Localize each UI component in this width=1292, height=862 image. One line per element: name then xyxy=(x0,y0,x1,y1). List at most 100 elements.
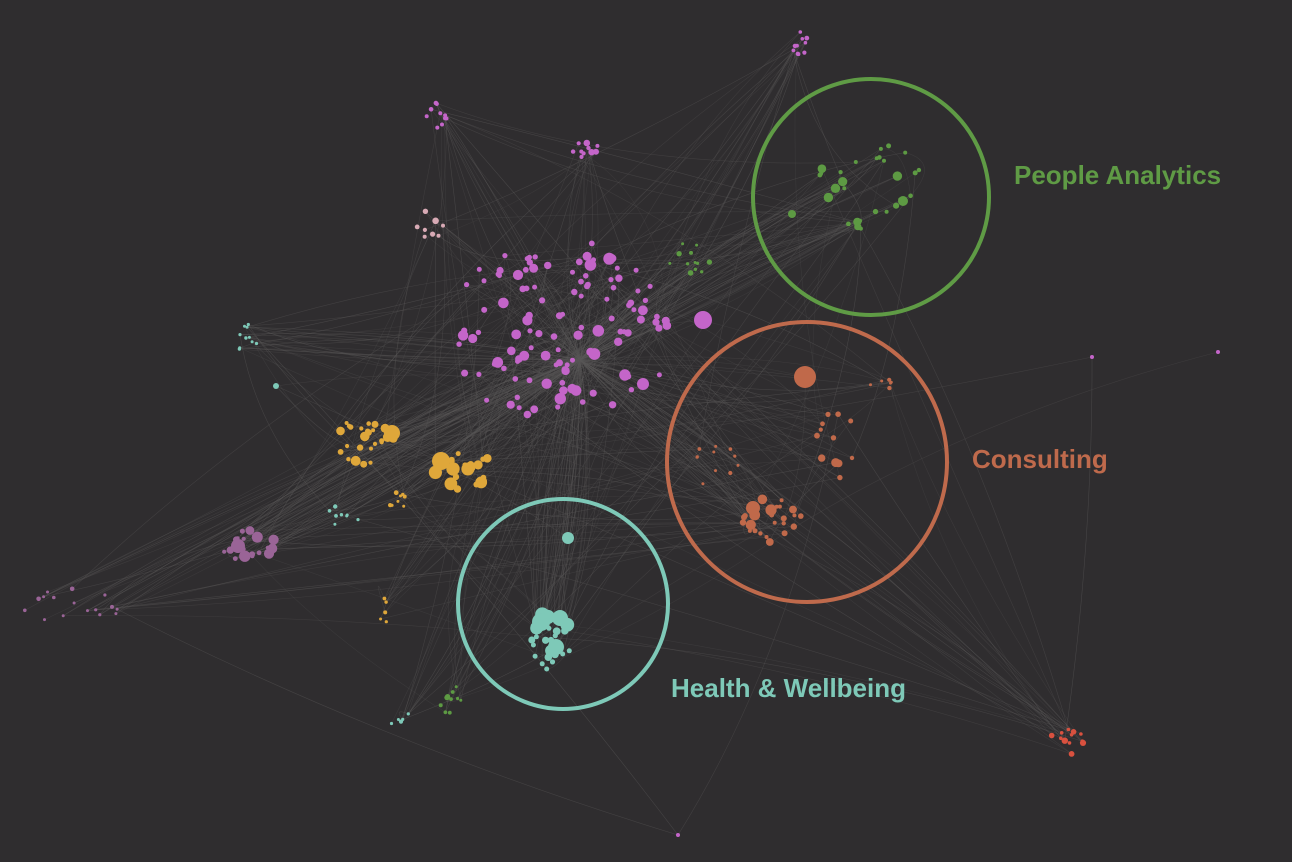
network-edge xyxy=(368,423,557,648)
network-node xyxy=(579,154,584,159)
network-node xyxy=(779,498,784,503)
network-node xyxy=(238,333,242,337)
network-edge xyxy=(554,330,599,636)
network-node xyxy=(522,315,533,326)
network-edge xyxy=(249,302,504,344)
network-node xyxy=(273,383,279,389)
network-node xyxy=(655,324,663,332)
network-node xyxy=(344,421,349,425)
network-node xyxy=(817,164,827,173)
network-edge xyxy=(447,305,630,697)
network-edge xyxy=(579,359,1072,755)
network-edge xyxy=(504,255,566,370)
network-node xyxy=(588,240,595,247)
network-edge xyxy=(579,359,834,439)
network-node xyxy=(532,653,538,659)
network-node xyxy=(830,435,837,441)
network-edge xyxy=(784,351,1219,534)
network-edge xyxy=(275,385,1069,730)
network-edge xyxy=(579,319,704,361)
network-edge xyxy=(224,359,581,552)
network-edge xyxy=(682,50,794,244)
network-node xyxy=(369,446,373,451)
network-node xyxy=(468,333,478,344)
network-node xyxy=(802,50,807,55)
network-node xyxy=(1067,741,1072,745)
network-edge xyxy=(335,220,436,516)
network-node xyxy=(617,328,624,335)
network-edge xyxy=(444,118,859,223)
network-edge xyxy=(249,495,782,531)
network-edge xyxy=(384,383,642,613)
network-edge xyxy=(385,359,581,603)
network-node xyxy=(1080,739,1085,743)
network-edge xyxy=(627,376,841,478)
network-node xyxy=(1216,350,1220,354)
network-node xyxy=(379,438,385,444)
network-edge xyxy=(610,279,1083,742)
network-node xyxy=(231,539,245,553)
network-node xyxy=(642,297,649,304)
network-edge xyxy=(567,389,632,539)
network-node xyxy=(796,52,801,56)
network-node xyxy=(540,350,551,361)
network-edge xyxy=(582,401,739,466)
network-edge xyxy=(579,359,836,463)
network-node xyxy=(443,113,448,118)
network-edge xyxy=(63,615,537,638)
network-node xyxy=(544,261,552,270)
network-node xyxy=(526,377,533,384)
network-node xyxy=(440,122,444,127)
network-node xyxy=(576,141,581,146)
network-edge xyxy=(464,457,822,470)
node-layer xyxy=(23,30,1220,837)
network-edge xyxy=(435,220,581,361)
network-node xyxy=(450,690,455,694)
network-edge xyxy=(397,359,581,502)
network-node xyxy=(561,366,569,374)
network-edge xyxy=(451,359,581,462)
network-node xyxy=(475,329,482,336)
network-edge xyxy=(256,274,519,344)
network-edge xyxy=(444,115,483,482)
network-node xyxy=(584,259,597,271)
network-edge xyxy=(533,268,581,361)
network-node xyxy=(359,426,364,431)
network-node xyxy=(588,149,595,156)
network-node xyxy=(459,698,463,702)
network-edge xyxy=(579,142,599,361)
network-node xyxy=(72,601,76,605)
network-edge xyxy=(341,259,594,515)
network-edge xyxy=(751,160,885,509)
network-edge xyxy=(381,359,581,442)
network-node xyxy=(614,265,620,271)
network-edge xyxy=(533,268,581,361)
network-edge xyxy=(457,532,785,699)
people-analytics-label: People Analytics xyxy=(1014,160,1221,190)
network-edge xyxy=(346,515,1074,733)
network-node xyxy=(728,447,733,451)
network-edge xyxy=(63,359,581,616)
network-node xyxy=(454,685,458,689)
network-node xyxy=(559,386,568,395)
network-edge xyxy=(230,359,581,551)
network-node xyxy=(383,610,388,615)
network-edge xyxy=(579,42,806,361)
network-edge xyxy=(244,404,613,557)
network-node xyxy=(462,462,468,468)
network-edge xyxy=(656,263,698,317)
network-node xyxy=(746,501,760,515)
network-edge xyxy=(440,113,581,361)
network-node xyxy=(555,347,561,353)
network-edge xyxy=(251,220,436,555)
network-edge xyxy=(497,42,806,363)
network-node xyxy=(736,463,740,467)
network-node xyxy=(539,297,546,304)
network-edge xyxy=(447,482,482,687)
network-node xyxy=(823,192,834,203)
network-edge xyxy=(442,225,607,300)
network-node xyxy=(733,454,737,458)
network-node xyxy=(384,620,388,624)
network-node xyxy=(69,586,75,592)
network-node xyxy=(222,549,227,554)
